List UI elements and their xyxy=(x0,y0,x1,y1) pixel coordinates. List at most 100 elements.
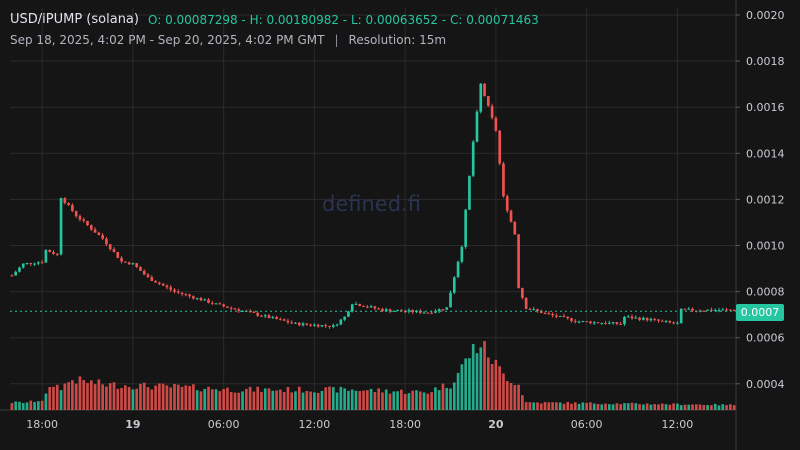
candle-body xyxy=(67,202,70,206)
candle-body xyxy=(502,163,505,197)
volume-bar xyxy=(464,358,467,410)
volume-bar xyxy=(97,379,101,410)
candle-body xyxy=(532,309,536,311)
candle-body xyxy=(683,308,687,310)
volume-bar xyxy=(426,393,430,410)
date-range-text: Sep 18, 2025, 4:02 PM - Sep 20, 2025, 4:… xyxy=(10,33,325,47)
volume-bar xyxy=(124,385,127,410)
candle-body xyxy=(301,323,305,326)
candle-body xyxy=(732,309,736,311)
volume-bar xyxy=(483,341,486,410)
candle-body xyxy=(305,323,309,325)
candle-body xyxy=(226,306,229,308)
candle-body xyxy=(229,307,233,309)
volume-bar xyxy=(44,393,48,410)
volume-bar xyxy=(48,387,52,410)
candle-body xyxy=(426,312,430,314)
x-tick-label: 06:00 xyxy=(571,418,603,431)
candle-body xyxy=(437,309,441,312)
candle-body xyxy=(407,310,411,312)
candle-body xyxy=(188,294,191,297)
volume-bar xyxy=(37,401,40,410)
volume-bar xyxy=(343,388,346,410)
candle-body xyxy=(604,323,607,325)
candle-body xyxy=(543,313,547,315)
volume-bar xyxy=(229,391,233,410)
volume-bar xyxy=(403,393,407,410)
candle-body xyxy=(343,316,346,320)
ohlc-readout: O: 0.00087298 - H: 0.00180982 - L: 0.000… xyxy=(148,13,539,27)
candle-body xyxy=(702,310,706,312)
candle-body xyxy=(252,311,256,313)
volume-bar xyxy=(33,402,36,410)
volume-bar xyxy=(29,400,33,410)
candle-body xyxy=(551,314,554,316)
volume-bar xyxy=(286,387,290,410)
candle-body xyxy=(634,317,638,319)
volume-bar xyxy=(101,384,104,410)
candle-body xyxy=(158,282,161,284)
volume-bar xyxy=(592,403,596,410)
candle-body xyxy=(260,315,263,317)
volume-bar xyxy=(335,392,339,410)
volume-bar xyxy=(169,387,173,410)
candle-body xyxy=(460,246,464,262)
volume-bar xyxy=(400,389,403,410)
candle-body xyxy=(456,261,460,278)
candle-body xyxy=(52,252,55,254)
volume-bar xyxy=(267,388,271,410)
volume-bar xyxy=(282,392,286,410)
x-tick-label: 19 xyxy=(125,418,140,431)
volume-bar xyxy=(366,390,369,410)
candle-body xyxy=(392,310,396,312)
candle-body xyxy=(222,304,225,307)
candle-body xyxy=(536,309,539,311)
candle-body xyxy=(528,308,532,310)
candle-body xyxy=(577,321,581,323)
candle-body xyxy=(452,277,456,293)
volume-bar xyxy=(611,404,615,410)
candle-body xyxy=(653,319,657,321)
candle-body xyxy=(381,308,384,312)
y-tick-label: 0.0020 xyxy=(746,9,785,22)
candle-body xyxy=(40,262,44,264)
candle-body xyxy=(335,324,339,326)
candle-body xyxy=(241,310,244,312)
volume-bar xyxy=(411,390,415,410)
candle-body xyxy=(611,322,615,324)
volume-bar xyxy=(660,403,664,410)
volume-bar xyxy=(558,402,562,410)
volume-bar xyxy=(248,386,252,410)
candle-body xyxy=(642,317,645,320)
volume-bar xyxy=(233,392,237,410)
candle-body xyxy=(279,319,282,321)
volume-bar xyxy=(237,392,241,410)
volume-bar xyxy=(116,388,120,410)
volume-bar xyxy=(271,390,275,410)
candle-body xyxy=(384,309,388,312)
volume-bar xyxy=(131,389,135,410)
candle-body xyxy=(596,322,600,324)
candle-body xyxy=(570,318,573,321)
current-price-badge: 0.0007 xyxy=(736,304,784,321)
candle-body xyxy=(645,317,649,321)
candle-body xyxy=(638,317,641,320)
candle-body xyxy=(449,292,452,308)
candle-body xyxy=(471,141,475,176)
volume-bar xyxy=(619,404,622,410)
candle-body xyxy=(165,285,169,288)
candle-body xyxy=(660,320,664,322)
volume-bar xyxy=(623,403,626,410)
candle-body xyxy=(498,130,501,164)
candle-body xyxy=(623,316,626,325)
volume-bar xyxy=(89,380,93,410)
volume-bar xyxy=(158,383,161,410)
volume-bar xyxy=(320,390,324,410)
volume-bar xyxy=(184,385,188,410)
volume-bar xyxy=(626,403,630,410)
candle-body xyxy=(717,310,721,312)
volume-bar xyxy=(570,403,573,410)
volume-bar xyxy=(600,404,604,410)
candle-body xyxy=(509,210,513,222)
